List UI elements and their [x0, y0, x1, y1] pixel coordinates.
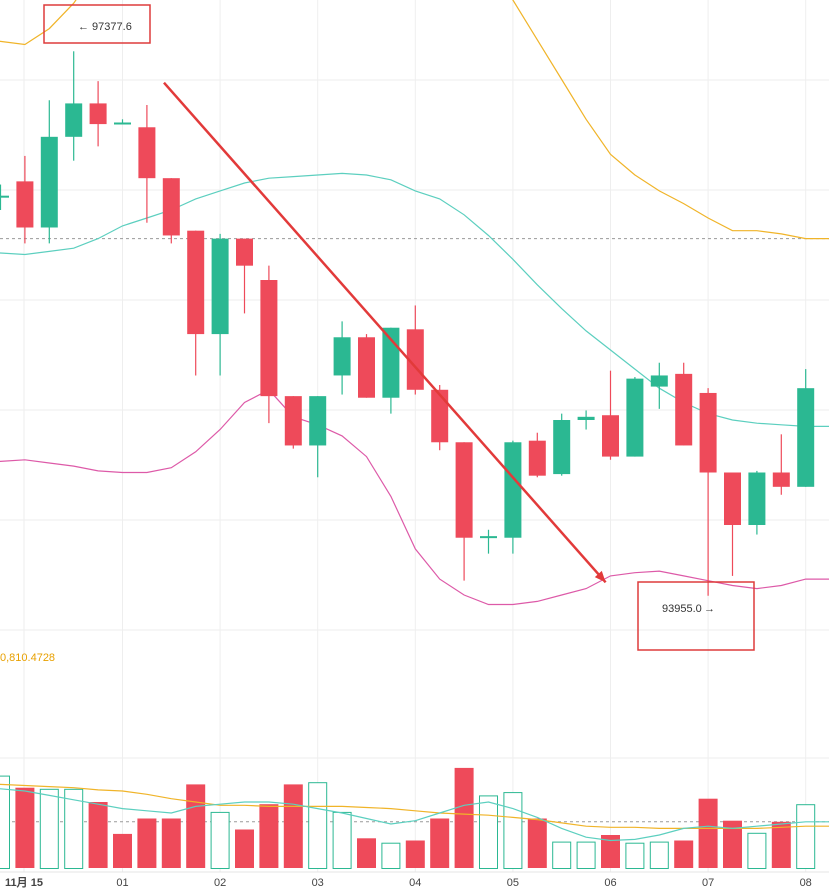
- candle-body: [650, 375, 668, 387]
- candle-body: [309, 396, 327, 446]
- high-price-label: ← 97377.6: [78, 21, 132, 33]
- x-tick-label: 07: [702, 877, 714, 889]
- volume-bar: [698, 798, 718, 868]
- volume-bar: [381, 842, 401, 870]
- candle-body: [211, 238, 229, 335]
- volume-bar: [649, 841, 669, 869]
- volume-bar: [552, 841, 572, 869]
- indicator-value-label: 0,810.4728: [0, 652, 55, 664]
- candle-body: [528, 440, 546, 476]
- candle-body: [65, 103, 83, 137]
- low-annotation-box: [637, 581, 755, 651]
- x-tick-label: 04: [409, 877, 421, 889]
- volume-bar: [259, 804, 279, 868]
- candle-body: [431, 389, 449, 443]
- volume-bar: [771, 821, 791, 868]
- volume-bar: [210, 811, 230, 870]
- volume-bar: [674, 840, 694, 868]
- volume-bar: [15, 787, 35, 868]
- volume-bar: [527, 818, 547, 868]
- candle-body: [89, 103, 107, 125]
- volume-bar: [357, 838, 376, 868]
- x-tick-label: 11月 15: [5, 876, 43, 889]
- volume-bars: [0, 767, 816, 870]
- bollinger-upper-line: [0, 0, 829, 240]
- volume-bar: [601, 835, 620, 868]
- candles: [0, 51, 815, 596]
- volume-bar: [796, 804, 816, 870]
- volume-bar: [308, 782, 328, 870]
- x-tick-label: 01: [116, 877, 128, 889]
- x-axis: 11月 15 01 02 03 04 05 06 07 08: [5, 876, 812, 889]
- candle-body: [333, 337, 351, 376]
- candle-body: [114, 122, 131, 125]
- volume-bar: [454, 767, 474, 868]
- candle-body: [504, 442, 522, 538]
- volume-bar: [39, 788, 59, 869]
- candle-body: [602, 415, 619, 457]
- annotations: ← 97377.6 93955.0 → 0,810.4728: [0, 4, 755, 664]
- volume-bar: [332, 811, 352, 870]
- candle-body: [553, 420, 571, 475]
- volume-bar: [430, 818, 450, 868]
- low-price-arrow: →: [704, 603, 715, 615]
- x-tick-label: 02: [214, 877, 226, 889]
- candle-body: [16, 181, 34, 228]
- candle-body: [0, 195, 9, 198]
- candle-body: [480, 536, 497, 539]
- volume-bar: [88, 802, 108, 868]
- bollinger-lower-line: [0, 389, 829, 606]
- candle-body: [260, 280, 278, 397]
- high-annotation-box: [43, 4, 151, 44]
- volume-bar: [747, 832, 767, 869]
- volume-bar: [137, 818, 157, 868]
- candle-body: [626, 378, 644, 457]
- candle-body: [358, 337, 375, 398]
- volume-bar: [235, 829, 254, 868]
- x-tick-label: 05: [507, 877, 519, 889]
- candle-body: [284, 396, 302, 446]
- x-tick-label: 03: [312, 877, 324, 889]
- volume-bar: [576, 841, 596, 869]
- trend-arrow-line: [163, 81, 607, 584]
- volume-bar: [161, 818, 181, 868]
- volume-moving-averages: [0, 783, 829, 842]
- volume-bar: [723, 820, 742, 868]
- candle-body: [748, 472, 766, 525]
- volume-bar: [113, 833, 132, 868]
- trend-arrow-head: [594, 570, 606, 583]
- low-price-label: 93955.0: [662, 603, 702, 615]
- volume-bar: [405, 840, 425, 868]
- candle-body: [699, 392, 717, 473]
- candle-body: [772, 472, 790, 487]
- x-tick-label: 08: [800, 877, 812, 889]
- candle-body: [406, 329, 424, 390]
- candle-body: [40, 136, 58, 228]
- volume-ma-fast-line: [0, 788, 829, 842]
- volume-bar: [64, 788, 84, 869]
- volume-bar: [186, 784, 206, 868]
- volume-bar: [0, 775, 10, 869]
- candle-body: [138, 127, 156, 179]
- candle-body: [162, 178, 180, 236]
- volume-bar: [283, 784, 303, 868]
- candle-body: [455, 442, 473, 538]
- candle-body: [187, 230, 205, 335]
- x-tick-label: 06: [604, 877, 616, 889]
- volume-bar: [503, 792, 523, 869]
- volume-bar: [479, 795, 498, 870]
- candle-body: [675, 373, 693, 446]
- candle-body: [236, 238, 253, 266]
- candle-body: [724, 472, 741, 525]
- candle-body: [797, 388, 815, 487]
- bollinger-bands: [0, 0, 829, 606]
- candle-body: [577, 416, 595, 420]
- volume-bar: [625, 842, 645, 870]
